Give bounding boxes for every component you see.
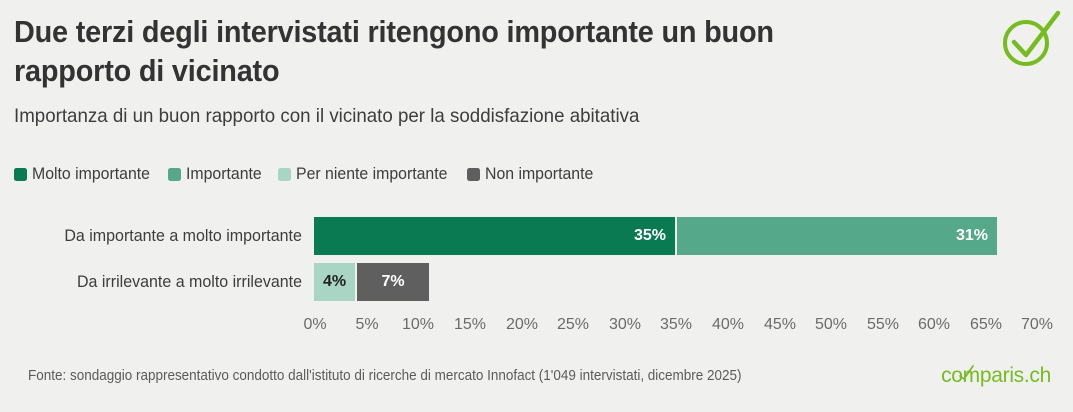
bar-row: Da importante a molto importante 35% 31% — [0, 217, 1073, 255]
bar-row-segments: 4% 7% — [314, 263, 429, 301]
legend-swatch-icon — [277, 167, 291, 181]
x-axis-tick: 60% — [917, 316, 951, 333]
x-axis-tick: 10% — [401, 316, 435, 333]
legend: Molto importante Importante Per niente i… — [14, 165, 610, 183]
x-axis-tick: 5% — [355, 316, 379, 333]
legend-item-per-niente-importante: Per niente importante — [277, 165, 454, 183]
legend-swatch-icon — [167, 167, 181, 181]
x-axis-tick: 55% — [866, 316, 900, 333]
bar-row-segments: 35% 31% — [314, 217, 997, 255]
x-axis: 0% 5% 10% 15% 20% 25% 30% 35% 40% 45% 50… — [0, 316, 1073, 338]
x-axis-tick: 65% — [969, 316, 1003, 333]
bar-row-label: Da irrilevante a molto irrilevante — [76, 273, 302, 291]
bar-segment-non-importante: 7% — [357, 263, 429, 301]
x-axis-tick: 50% — [814, 316, 848, 333]
green-check-circle-icon — [999, 8, 1061, 70]
comparis-logo-text: comparis.ch — [941, 364, 1051, 387]
bar-segment-importante: 31% — [677, 217, 997, 255]
bar-segment-molto-importante: 35% — [314, 217, 675, 255]
x-axis-tick: 35% — [659, 316, 693, 333]
bar-row-label: Da importante a molto importante — [64, 227, 302, 245]
legend-item-non-importante: Non importante — [466, 165, 598, 183]
source-note: Fonte: sondaggio rappresentativo condott… — [28, 368, 742, 384]
legend-label: Importante — [185, 165, 262, 183]
x-axis-tick: 15% — [453, 316, 487, 333]
legend-label: Per niente importante — [295, 165, 448, 183]
legend-swatch-icon — [14, 167, 27, 181]
x-axis-tick: 70% — [1020, 316, 1054, 333]
legend-item-importante: Importante — [167, 165, 265, 183]
x-axis-tick: 40% — [711, 316, 745, 333]
legend-label: Non importante — [484, 165, 593, 183]
legend-swatch-icon — [466, 167, 480, 181]
x-axis-tick: 20% — [505, 316, 539, 333]
legend-item-molto-importante: Molto importante — [14, 165, 155, 183]
chart-plot-area: Da importante a molto importante 35% 31%… — [0, 205, 1073, 340]
bar-segment-per-niente-importante: 4% — [314, 263, 355, 301]
x-axis-tick: 0% — [303, 316, 327, 333]
header: Due terzi degli intervistati ritengono i… — [14, 12, 999, 128]
bar-row: Da irrilevante a molto irrilevante 4% 7% — [0, 263, 1073, 301]
page-title: Due terzi degli intervistati ritengono i… — [14, 14, 774, 88]
x-axis-tick: 30% — [608, 316, 642, 333]
comparis-logo[interactable]: comparis.ch — [941, 364, 1051, 388]
page-subtitle: Importanza di un buon rapporto con il vi… — [14, 105, 640, 127]
x-axis-tick: 45% — [763, 316, 797, 333]
legend-label: Molto importante — [32, 165, 150, 183]
x-axis-tick: 25% — [556, 316, 590, 333]
